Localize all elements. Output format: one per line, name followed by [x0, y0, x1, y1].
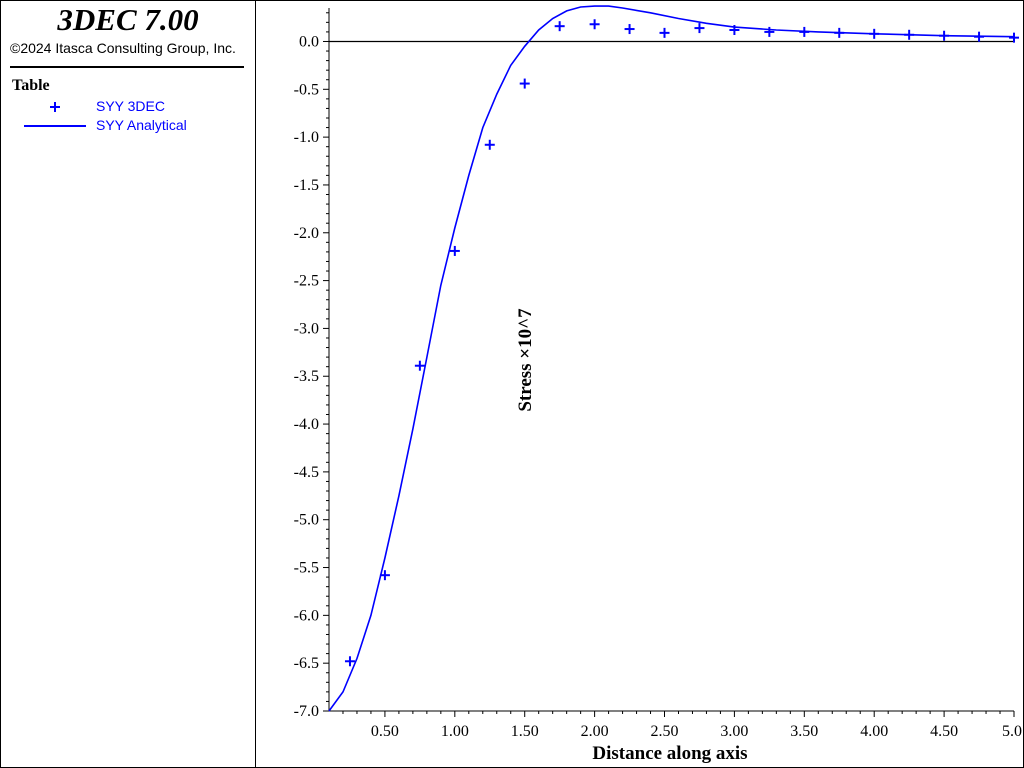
y-tick-label: 0.0 — [299, 33, 319, 50]
y-tick-label: -0.5 — [294, 81, 319, 98]
y-tick-label: -7.0 — [294, 703, 319, 720]
app-title: 3DEC 7.00 — [57, 2, 199, 37]
x-tick-label: 2.00 — [581, 723, 609, 740]
x-tick-label: 3.50 — [790, 723, 818, 740]
y-tick-label: -4.5 — [294, 464, 319, 481]
line-marker-icon — [24, 125, 86, 127]
data-point-plus-marker — [554, 21, 565, 32]
y-axis-title: Stress ×10^7 — [515, 308, 536, 412]
data-point-plus-marker — [414, 360, 425, 371]
legend-title: Table — [12, 77, 50, 94]
data-point-plus-marker — [904, 29, 915, 40]
data-point-plus-marker — [694, 23, 705, 34]
x-tick-label: 5.0 — [1002, 723, 1022, 740]
data-point-plus-marker — [519, 78, 530, 89]
analytical-curve — [328, 5, 1015, 712]
data-point-plus-marker — [449, 245, 460, 256]
series-analytical — [328, 5, 1015, 712]
data-point-plus-marker — [729, 24, 740, 35]
data-point-plus-marker — [869, 28, 880, 39]
legend-label-syy-analytical: SYY Analytical — [96, 117, 187, 133]
data-point-plus-marker — [834, 27, 845, 38]
data-point-plus-marker — [344, 656, 355, 667]
x-tick-label: 2.50 — [651, 723, 679, 740]
chart-axes: 0.0 -0.5 -1.0 -1.5 -2.0 -2.5 -3.0 -3.5 -4.0 -4.5 -… — [294, 8, 1022, 740]
legend-divider — [10, 66, 244, 68]
x-tick-label: 1.00 — [441, 723, 469, 740]
y-tick-label: -5.0 — [294, 512, 319, 529]
y-tick-label: -2.5 — [294, 273, 319, 290]
copyright-text: ©2024 Itasca Consulting Group, Inc. — [10, 40, 236, 56]
data-point-plus-marker — [659, 27, 670, 38]
y-tick-label: -1.0 — [294, 129, 319, 146]
legend-panel: 3DEC 7.00 ©2024 Itasca Consulting Group,… — [0, 0, 256, 768]
data-point-plus-marker — [484, 139, 495, 150]
data-point-plus-marker — [379, 570, 390, 581]
data-point-plus-marker — [624, 24, 635, 35]
legend-entry-syy-analytical[interactable]: SYY Analytical — [0, 117, 256, 135]
data-point-plus-marker — [974, 31, 985, 42]
data-point-plus-marker — [764, 26, 775, 37]
plus-marker-icon — [50, 102, 60, 112]
data-point-plus-marker — [1009, 32, 1019, 43]
data-point-plus-marker — [799, 26, 810, 37]
y-tick-label: -4.0 — [294, 416, 319, 433]
legend-entry-syy-3dec[interactable]: SYY 3DEC — [0, 98, 256, 116]
x-tick-label: 3.00 — [720, 723, 748, 740]
x-tick-label: 4.50 — [930, 723, 958, 740]
y-tick-label: -1.5 — [294, 177, 319, 194]
x-axis-title: Distance along axis — [592, 743, 747, 764]
stress-chart[interactable]: 0.0 -0.5 -1.0 -1.5 -2.0 -2.5 -3.0 -3.5 -4.0 -4.5 -… — [256, 0, 1024, 768]
y-tick-label: -6.5 — [294, 655, 319, 672]
data-point-plus-marker — [589, 19, 600, 30]
legend-label-syy-3dec: SYY 3DEC — [96, 98, 165, 114]
y-tick-label: -2.0 — [294, 225, 319, 242]
data-point-plus-marker — [939, 30, 950, 41]
series-3dec — [344, 19, 1019, 667]
x-tick-label: 4.00 — [860, 723, 888, 740]
y-tick-label: -6.0 — [294, 607, 319, 624]
x-tick-label: 0.50 — [371, 723, 399, 740]
x-tick-label: 1.50 — [511, 723, 539, 740]
y-tick-label: -3.0 — [294, 320, 319, 337]
y-tick-label: -3.5 — [294, 368, 319, 385]
y-tick-label: -5.5 — [294, 560, 319, 577]
